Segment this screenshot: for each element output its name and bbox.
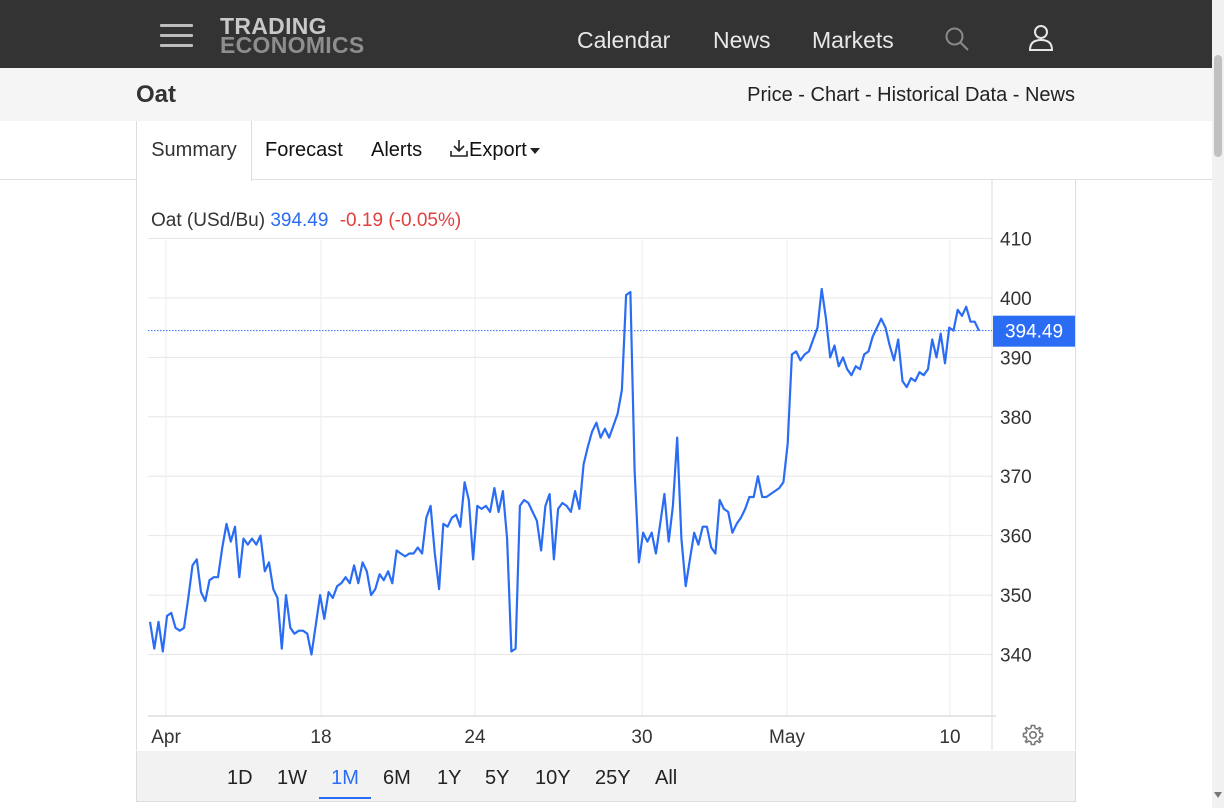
chart-grid: [148, 238, 992, 716]
chart-legend: Oat (USd/Bu) 394.49 -0.19 (-0.05%): [151, 210, 461, 232]
series-oat: [148, 287, 980, 656]
tab-summary[interactable]: Summary: [136, 121, 252, 181]
range-all[interactable]: All: [655, 767, 678, 789]
tab-bar: Summary Forecast Alerts Export: [0, 121, 1212, 181]
tab-export[interactable]: Export: [449, 121, 540, 179]
page-title: Oat: [136, 81, 177, 108]
scroll-down-arrow-icon[interactable]: [1214, 792, 1222, 798]
range-1y[interactable]: 1Y: [437, 767, 462, 789]
commodity-header: Oat Price - Chart - Historical Data - Ne…: [0, 68, 1212, 122]
legend-series-name: Oat (USd/Bu): [151, 210, 266, 231]
series-line-oat: [148, 287, 980, 656]
tab-alerts[interactable]: Alerts: [371, 121, 422, 179]
gear-icon[interactable]: [1021, 723, 1045, 747]
legend-price: 394.49: [270, 210, 329, 231]
range-1w[interactable]: 1W: [277, 767, 307, 789]
logo-line2: ECONOMICS: [220, 32, 365, 58]
logo-line1: TRADING: [220, 13, 327, 39]
y-tick-label: 390: [1000, 348, 1032, 369]
legend-change: -0.19 (-0.05%): [339, 210, 462, 231]
chart-axes: 340 350 360 370 380 390 400 410 Apr 18 24 30 May 10: [148, 180, 1032, 750]
range-1m[interactable]: 1M: [319, 767, 371, 799]
y-tick-label: 340: [1000, 646, 1032, 667]
user-icon[interactable]: [1028, 24, 1054, 52]
nav-calendar[interactable]: Calendar: [577, 27, 671, 53]
last-price-label-group: 394.49: [993, 315, 1075, 347]
nav-news[interactable]: News: [713, 27, 771, 53]
x-tick-label: 18: [310, 727, 331, 748]
tab-alerts-label: Alerts: [371, 139, 423, 161]
x-tick-label: 10: [939, 727, 960, 748]
y-tick-label: 370: [1000, 467, 1032, 488]
range-5y[interactable]: 5Y: [485, 767, 510, 789]
x-tick-label: May: [769, 727, 805, 748]
section-links[interactable]: Price - Chart - Historical Data - News: [747, 84, 1075, 106]
last-price-label: 394.49: [1005, 322, 1063, 343]
site-logo[interactable]: TRADING ECONOMICS: [220, 13, 365, 58]
y-tick-label: 410: [1000, 230, 1032, 251]
last-price-badge: [993, 315, 1075, 347]
chart-container: [136, 180, 1076, 750]
range-6m[interactable]: 6M: [383, 767, 411, 789]
nav-markets[interactable]: Markets: [812, 27, 894, 53]
x-tick-label: 24: [464, 727, 486, 748]
y-tick-label: 400: [1000, 289, 1032, 310]
range-25y[interactable]: 25Y: [595, 767, 631, 789]
tab-export-label: Export: [469, 139, 527, 161]
range-1d[interactable]: 1D: [227, 767, 253, 789]
download-icon: [450, 140, 468, 157]
range-selector: 1D 1W 1M 6M 1Y 5Y 10Y 25Y All: [136, 751, 1076, 802]
y-tick-label: 350: [1000, 586, 1032, 607]
chevron-down-icon: [529, 147, 540, 154]
tab-forecast[interactable]: Forecast: [265, 121, 343, 179]
y-tick-label: 380: [1000, 408, 1032, 429]
range-10y[interactable]: 10Y: [535, 767, 571, 789]
tab-forecast-label: Forecast: [265, 139, 343, 161]
hamburger-menu-icon[interactable]: [160, 24, 193, 48]
search-icon[interactable]: [944, 26, 970, 52]
vertical-scrollbar[interactable]: [1212, 0, 1224, 808]
x-tick-label: 30: [631, 727, 652, 748]
x-tick-label: Apr: [151, 727, 181, 748]
top-navbar: TRADING ECONOMICS Calendar News Markets: [0, 0, 1212, 68]
y-tick-label: 360: [1000, 527, 1032, 548]
tab-summary-label: Summary: [151, 139, 237, 161]
scrollbar-thumb[interactable]: [1214, 55, 1222, 157]
